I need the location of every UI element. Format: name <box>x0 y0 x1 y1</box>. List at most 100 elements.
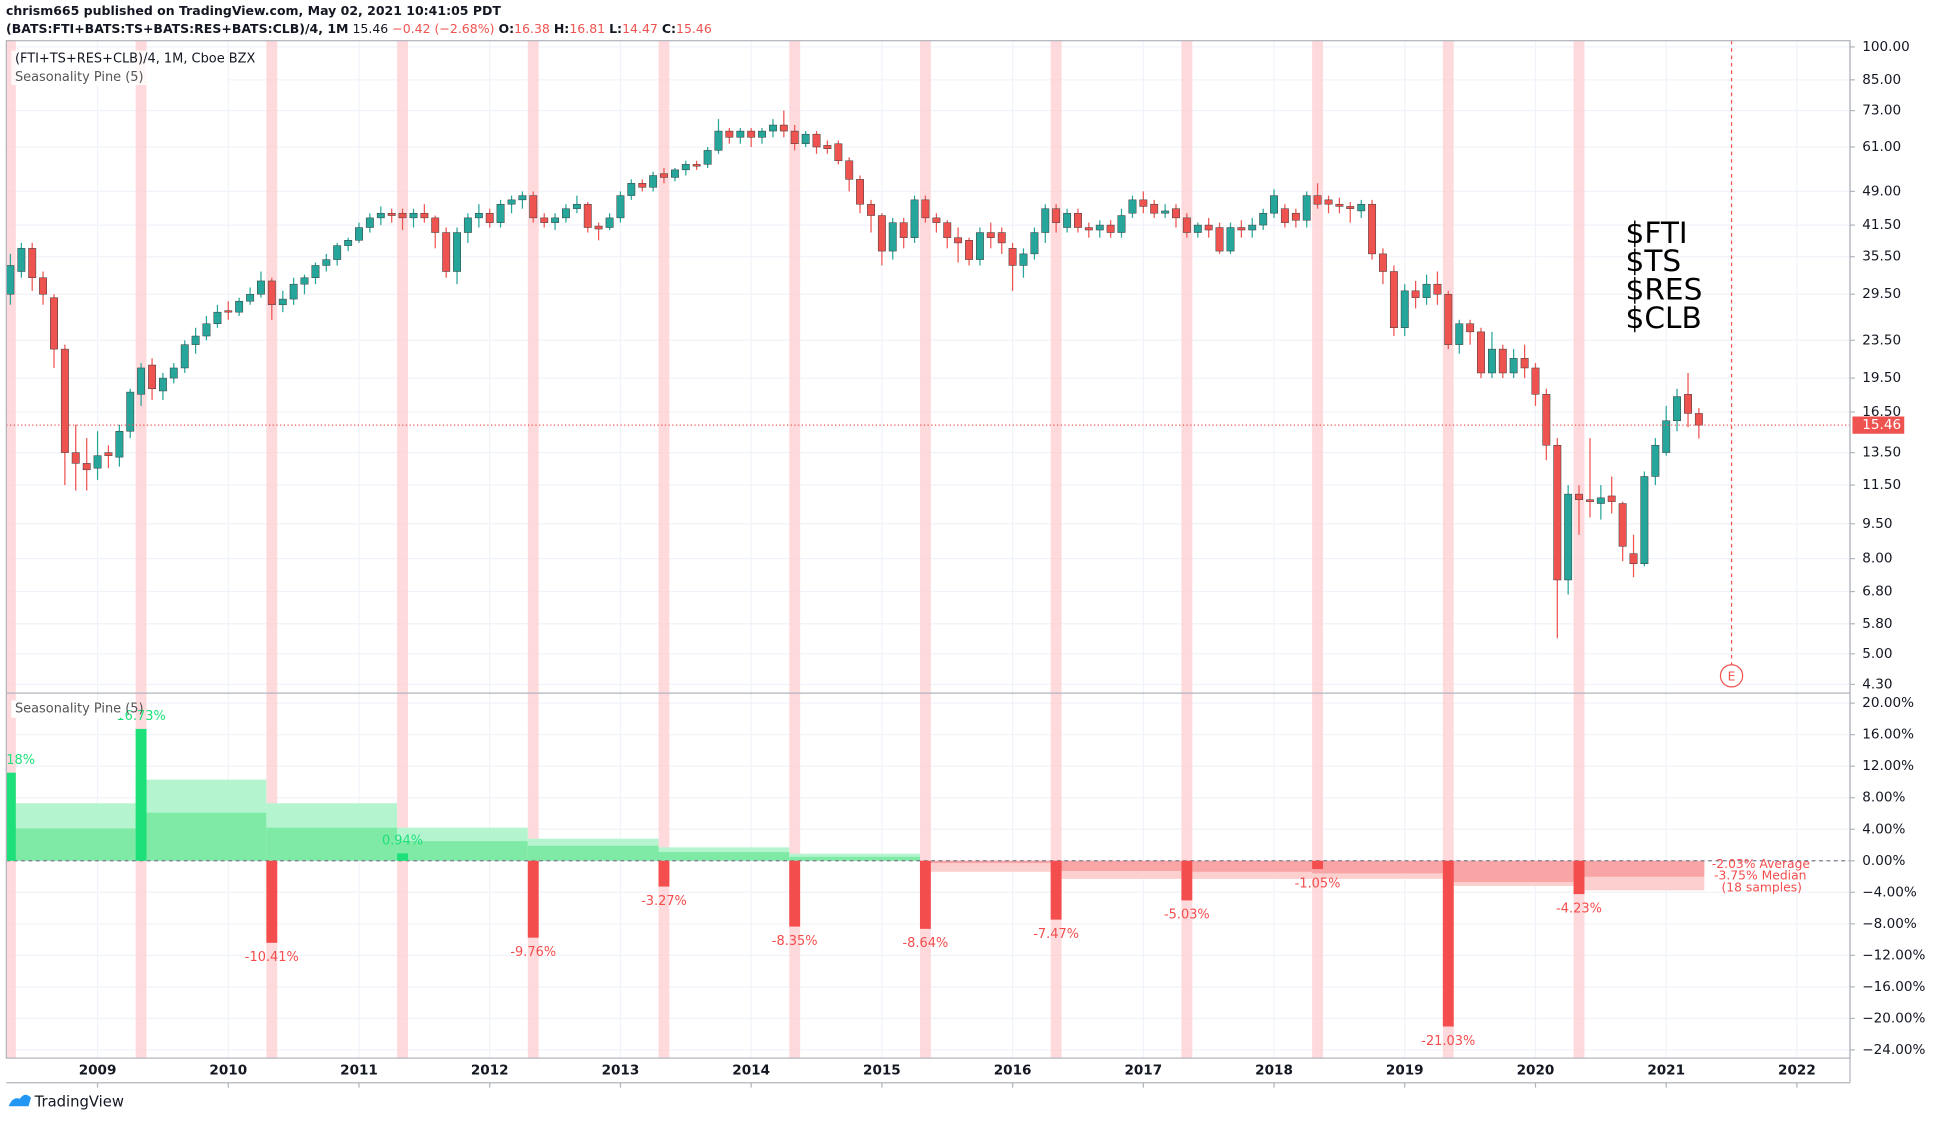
candle-body <box>1161 210 1170 214</box>
candle-body <box>496 203 505 223</box>
candle-body <box>1629 553 1638 564</box>
symbol-line: (BATS:FTI+BATS:TS+BATS:RES+BATS:CLB)/4, … <box>6 21 712 36</box>
candle-body <box>1607 495 1616 502</box>
change: −0.42 (−2.68%) <box>392 21 495 36</box>
candle-body <box>671 169 679 178</box>
candle-body <box>278 298 287 306</box>
candle-body <box>518 195 527 201</box>
y-tick-label: 5.00 <box>1862 646 1892 662</box>
candle-body <box>888 222 897 252</box>
candle-body <box>474 212 483 219</box>
candle-body <box>463 217 472 233</box>
x-tick-label: 2010 <box>209 1062 247 1078</box>
highlight-band <box>919 40 931 694</box>
candle-body <box>398 212 407 219</box>
x-tick-label: 2016 <box>994 1062 1032 1078</box>
candle-body <box>1193 224 1202 233</box>
price-label: 15.46 <box>1862 417 1901 433</box>
ohlc-key: L: <box>609 21 623 36</box>
ohlc-value: 16.38 <box>514 21 550 36</box>
candle-body <box>1172 208 1180 219</box>
candle-body <box>1215 227 1224 252</box>
average-area <box>6 828 136 861</box>
candle-body <box>93 455 102 469</box>
candle-body <box>1400 290 1409 329</box>
y-tick-label: 73.00 <box>1862 103 1901 119</box>
logo: TradingView <box>8 1094 124 1111</box>
highlight-band <box>266 40 278 694</box>
candle-body <box>224 310 233 313</box>
bar <box>6 772 16 861</box>
highlight-band <box>1181 40 1193 694</box>
y-tick-label: 29.50 <box>1862 286 1901 302</box>
y-tick-label: 20.00% <box>1862 695 1914 711</box>
candle-body <box>1346 206 1355 209</box>
x-tick-label: 2022 <box>1778 1062 1816 1078</box>
legend: Seasonality Pine (5) <box>15 702 144 717</box>
value-label: -10.41% <box>245 950 299 965</box>
candle-body <box>60 348 69 453</box>
candle-body <box>856 179 864 205</box>
candle-body <box>409 212 418 219</box>
candle-body <box>289 283 298 300</box>
candle-body <box>954 237 963 244</box>
candle-body <box>1226 227 1235 252</box>
candle-body <box>1063 212 1072 228</box>
candle-body <box>6 265 15 295</box>
value-label: -1.05% <box>1295 876 1341 891</box>
highlight-band <box>658 40 670 694</box>
candle-body <box>1488 348 1496 374</box>
y-tick-label: 13.50 <box>1862 445 1901 461</box>
legend: Seasonality Pine (5) <box>15 70 144 85</box>
y-tick-label: −12.00% <box>1862 947 1925 963</box>
candle-body <box>692 164 701 167</box>
candle-body <box>1422 283 1431 298</box>
event-label: E <box>1728 670 1736 684</box>
candle-body <box>28 248 37 278</box>
candle-body <box>845 160 854 180</box>
candle-body <box>1596 497 1605 504</box>
candle-body <box>1259 212 1268 226</box>
ohlc-key: H: <box>553 21 570 36</box>
x-tick-label: 2013 <box>602 1062 640 1078</box>
candle-body <box>660 173 668 178</box>
candle-body <box>1498 348 1507 374</box>
candle-body <box>387 212 396 216</box>
value-label: -4.23% <box>1556 901 1602 916</box>
bar <box>397 853 408 861</box>
candle-body <box>1575 493 1583 500</box>
highlight-band <box>135 693 147 1059</box>
symbol: (BATS:FTI+BATS:TS+BATS:RES+BATS:CLB)/4, … <box>6 21 349 36</box>
x-tick-label: 2017 <box>1124 1062 1162 1078</box>
candle-body <box>246 293 255 302</box>
candle-body <box>736 130 745 138</box>
x-tick-label: 2019 <box>1386 1062 1424 1078</box>
candle-body <box>1204 224 1213 231</box>
x-tick-label: 2009 <box>79 1062 117 1078</box>
candle-body <box>551 217 560 223</box>
average-area <box>266 827 398 861</box>
y-tick-label: 100.00 <box>1862 39 1909 55</box>
candle-body <box>899 222 908 238</box>
candle-body <box>1694 413 1703 426</box>
average-area <box>1312 860 1443 874</box>
ohlc-key: O: <box>498 21 515 36</box>
axes: 2009 2010 2011 2012 2013 2014 2015 2016 2017 2018… <box>79 39 1925 1088</box>
candle-body <box>561 208 570 219</box>
average-area <box>919 860 1051 864</box>
y-tick-label: 85.00 <box>1862 72 1901 88</box>
candle-body <box>1150 203 1159 214</box>
candle-body <box>714 130 723 151</box>
candle-body <box>638 183 647 188</box>
candle-body <box>507 199 516 205</box>
value-label: -8.64% <box>903 936 949 951</box>
y-tick-label: 16.50 <box>1862 404 1901 420</box>
candle-body <box>158 377 167 392</box>
candle-body <box>1182 217 1191 233</box>
bar <box>266 860 278 943</box>
candle-body <box>540 217 549 223</box>
candle-body <box>1008 248 1017 266</box>
candle-body <box>82 463 91 471</box>
y-tick-label: 9.50 <box>1862 516 1892 532</box>
stat-annotation: (18 samples) <box>1721 880 1801 894</box>
